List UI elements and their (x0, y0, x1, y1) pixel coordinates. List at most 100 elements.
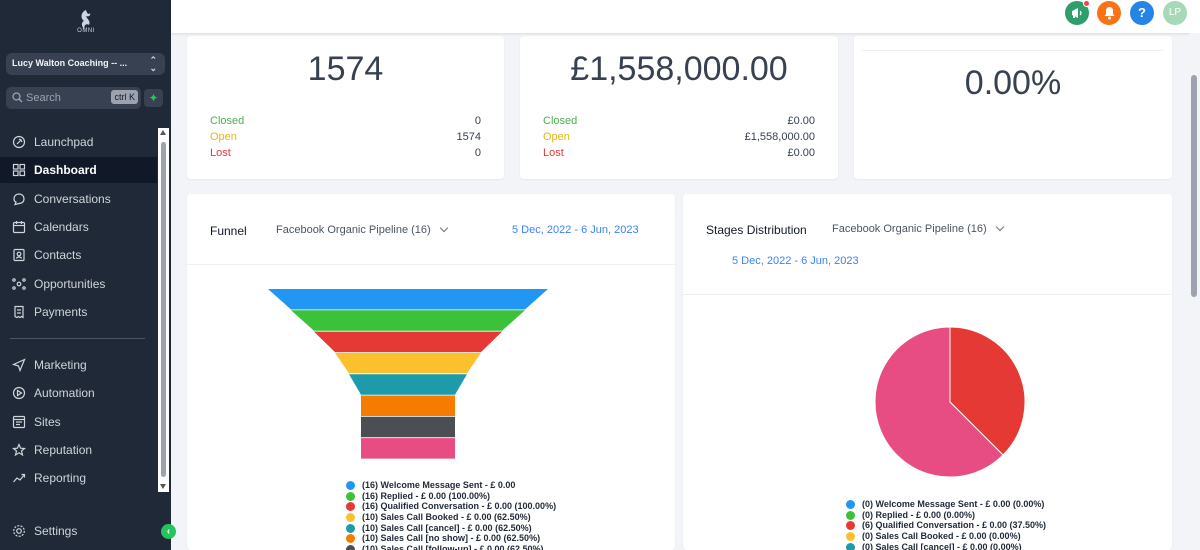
announcements-button[interactable] (1065, 0, 1090, 25)
stat-value: 1574 (456, 131, 481, 143)
funnel-panel: Funnel Facebook Organic Pipeline (16) 5 … (187, 194, 675, 550)
legend-label: (0) Sales Call Booked - £ 0.00 (0.00%) (862, 531, 1021, 542)
pipeline-dropdown[interactable]: Facebook Organic Pipeline (16) (832, 222, 1004, 235)
pie-slice[interactable] (949, 326, 1026, 456)
panel-title: Stages Distribution (706, 223, 807, 237)
funnel-legend: (16) Welcome Message Sent - £ 0.00 (16) R… (346, 480, 556, 550)
funnel-segment[interactable] (314, 331, 502, 353)
account-switcher[interactable]: Lucy Walton Coaching -- ... ⌃ ⌄ (6, 53, 165, 75)
pipeline-dropdown-label: Facebook Organic Pipeline (16) (832, 223, 987, 235)
stat-row-open: Open 1574 (210, 131, 481, 145)
funnel-segment[interactable] (335, 352, 481, 374)
sidebar-item-payments[interactable]: Payments (0, 299, 157, 325)
legend-item[interactable]: (16) Qualified Conversation - £ 0.00 (10… (346, 501, 556, 512)
quick-action-spark-icon[interactable]: ✦ (144, 89, 163, 107)
scroll-up-arrow-icon[interactable] (160, 130, 166, 135)
stat-value: 0 (474, 115, 481, 127)
sidebar-item-opportunities[interactable]: Opportunities (0, 271, 157, 297)
stat-value: 0 (474, 147, 481, 159)
updown-chevron-icon: ⌃ ⌄ (149, 55, 157, 73)
funnel-segment[interactable] (349, 374, 467, 395)
legend-item[interactable]: (0) Welcome Message Sent - £ 0.00 (0.00%… (846, 499, 1046, 510)
legend-dot (346, 481, 355, 490)
pipeline-dropdown[interactable]: Facebook Organic Pipeline (16) (276, 223, 448, 236)
sidebar-item-calendars[interactable]: Calendars (0, 214, 157, 240)
sidebar-item-sites[interactable]: Sites (0, 409, 157, 435)
legend-item[interactable]: (10) Sales Call [cancel] - £ 0.00 (62.50… (346, 523, 556, 534)
pipeline-value-card: £1,558,000.00 Closed £0.00 Open £1,558,0… (520, 36, 838, 179)
page-scroll-thumb[interactable] (1191, 75, 1197, 297)
page-scrollbar[interactable] (1189, 33, 1200, 550)
notifications-button[interactable] (1097, 1, 1121, 25)
sidebar-item-label: Sites (34, 414, 61, 429)
legend-dot (846, 510, 855, 520)
legend-item[interactable]: (16) Welcome Message Sent - £ 0.00 (346, 480, 556, 491)
stat-value: £0.00 (787, 147, 815, 159)
send-icon (12, 358, 26, 372)
sidebar-item-automation[interactable]: Automation (0, 380, 157, 406)
sidebar-item-contacts[interactable]: Contacts (0, 242, 157, 268)
funnel-chart (268, 289, 548, 459)
legend-item[interactable]: (0) Sales Call Booked - £ 0.00 (0.00%) (846, 531, 1046, 542)
sidebar-scrollbar[interactable] (158, 128, 169, 492)
sidebar-item-launchpad[interactable]: Launchpad (0, 129, 157, 155)
help-button[interactable]: ? (1130, 1, 1154, 25)
account-name: Lucy Walton Coaching -- ... (12, 58, 128, 68)
sidebar-item-conversations[interactable]: Conversations (0, 186, 157, 212)
sidebar-item-dashboard[interactable]: Dashboard (0, 157, 157, 184)
legend-label: (6) Qualified Conversation - £ 0.00 (37.… (862, 520, 1047, 531)
stat-label: Open (543, 131, 570, 143)
funnel-segment[interactable] (361, 416, 455, 438)
legend-item[interactable]: (10) Sales Call [no show] - £ 0.00 (62.5… (346, 533, 556, 544)
legend-label: (0) Replied - £ 0.00 (0.00%) (862, 509, 976, 520)
funnel-segment[interactable] (291, 310, 525, 331)
stat-row-closed: Closed £0.00 (543, 115, 815, 129)
stat-row-lost: Lost 0 (210, 147, 481, 161)
legend-dot (346, 523, 355, 533)
collapse-sidebar-button[interactable]: ‹ (161, 524, 176, 539)
top-bar: ? LP (171, 0, 1200, 33)
star-icon (12, 442, 26, 457)
user-avatar[interactable]: LP (1163, 1, 1187, 25)
megaphone-icon (1072, 8, 1082, 18)
sidebar-item-reporting[interactable]: Reporting (0, 465, 157, 491)
legend-item[interactable]: (16) Replied - £ 0.00 (100.00%) (346, 491, 556, 502)
legend-dot (346, 491, 355, 501)
date-range-picker[interactable]: 5 Dec, 2022 - 6 Jun, 2023 (512, 224, 639, 236)
stat-label: Lost (210, 147, 231, 159)
legend-item[interactable]: (10) Sales Call Booked - £ 0.00 (62.50%) (346, 512, 556, 523)
funnel-segment[interactable] (361, 438, 455, 459)
sidebar-item-label: Launchpad (34, 135, 94, 149)
legend-dot (846, 521, 855, 531)
stat-value: £1,558,000.00 (744, 131, 815, 143)
scroll-down-arrow-icon[interactable] (160, 484, 166, 489)
legend-item[interactable]: (0) Sales Call [cancel] - £ 0.00 (0.00%) (846, 542, 1046, 550)
help-icon: ? (1138, 5, 1146, 20)
legend-item[interactable]: (0) Replied - £ 0.00 (0.00%) (846, 510, 1046, 521)
pipeline-dropdown-label: Facebook Organic Pipeline (16) (276, 224, 431, 236)
date-range-picker[interactable]: 5 Dec, 2022 - 6 Jun, 2023 (732, 255, 859, 267)
panel-title: Funnel (210, 224, 247, 238)
legend-item[interactable]: (6) Qualified Conversation - £ 0.00 (37.… (846, 520, 1046, 531)
funnel-segment[interactable] (361, 395, 455, 417)
funnel-segment[interactable] (268, 289, 548, 310)
search-placeholder: Search (26, 92, 61, 104)
stages-pie-chart (874, 326, 1026, 478)
sidebar-scroll-thumb[interactable] (161, 142, 166, 477)
search-box[interactable]: Search ctrl K (6, 87, 141, 109)
legend-label: (16) Qualified Conversation - £ 0.00 (10… (362, 501, 557, 512)
calendar-icon (12, 220, 26, 233)
sidebar-item-reputation[interactable]: Reputation (0, 437, 157, 463)
stat-label: Closed (210, 115, 245, 127)
search-icon (12, 92, 23, 103)
receipt-icon (14, 305, 24, 319)
pie-slice[interactable] (874, 326, 1004, 478)
legend-item[interactable]: (10) Sales Call [follow-up] - £ 0.00 (62… (346, 544, 556, 550)
stat-label: Closed (543, 115, 578, 127)
legend-dot (346, 513, 355, 523)
sidebar-item-marketing[interactable]: Marketing (0, 352, 157, 378)
stat-value: £0.00 (787, 115, 815, 127)
bell-icon (1104, 7, 1114, 20)
legend-label: (16) Replied - £ 0.00 (100.00%) (362, 490, 491, 501)
sidebar-item-settings[interactable]: Settings (0, 518, 157, 544)
